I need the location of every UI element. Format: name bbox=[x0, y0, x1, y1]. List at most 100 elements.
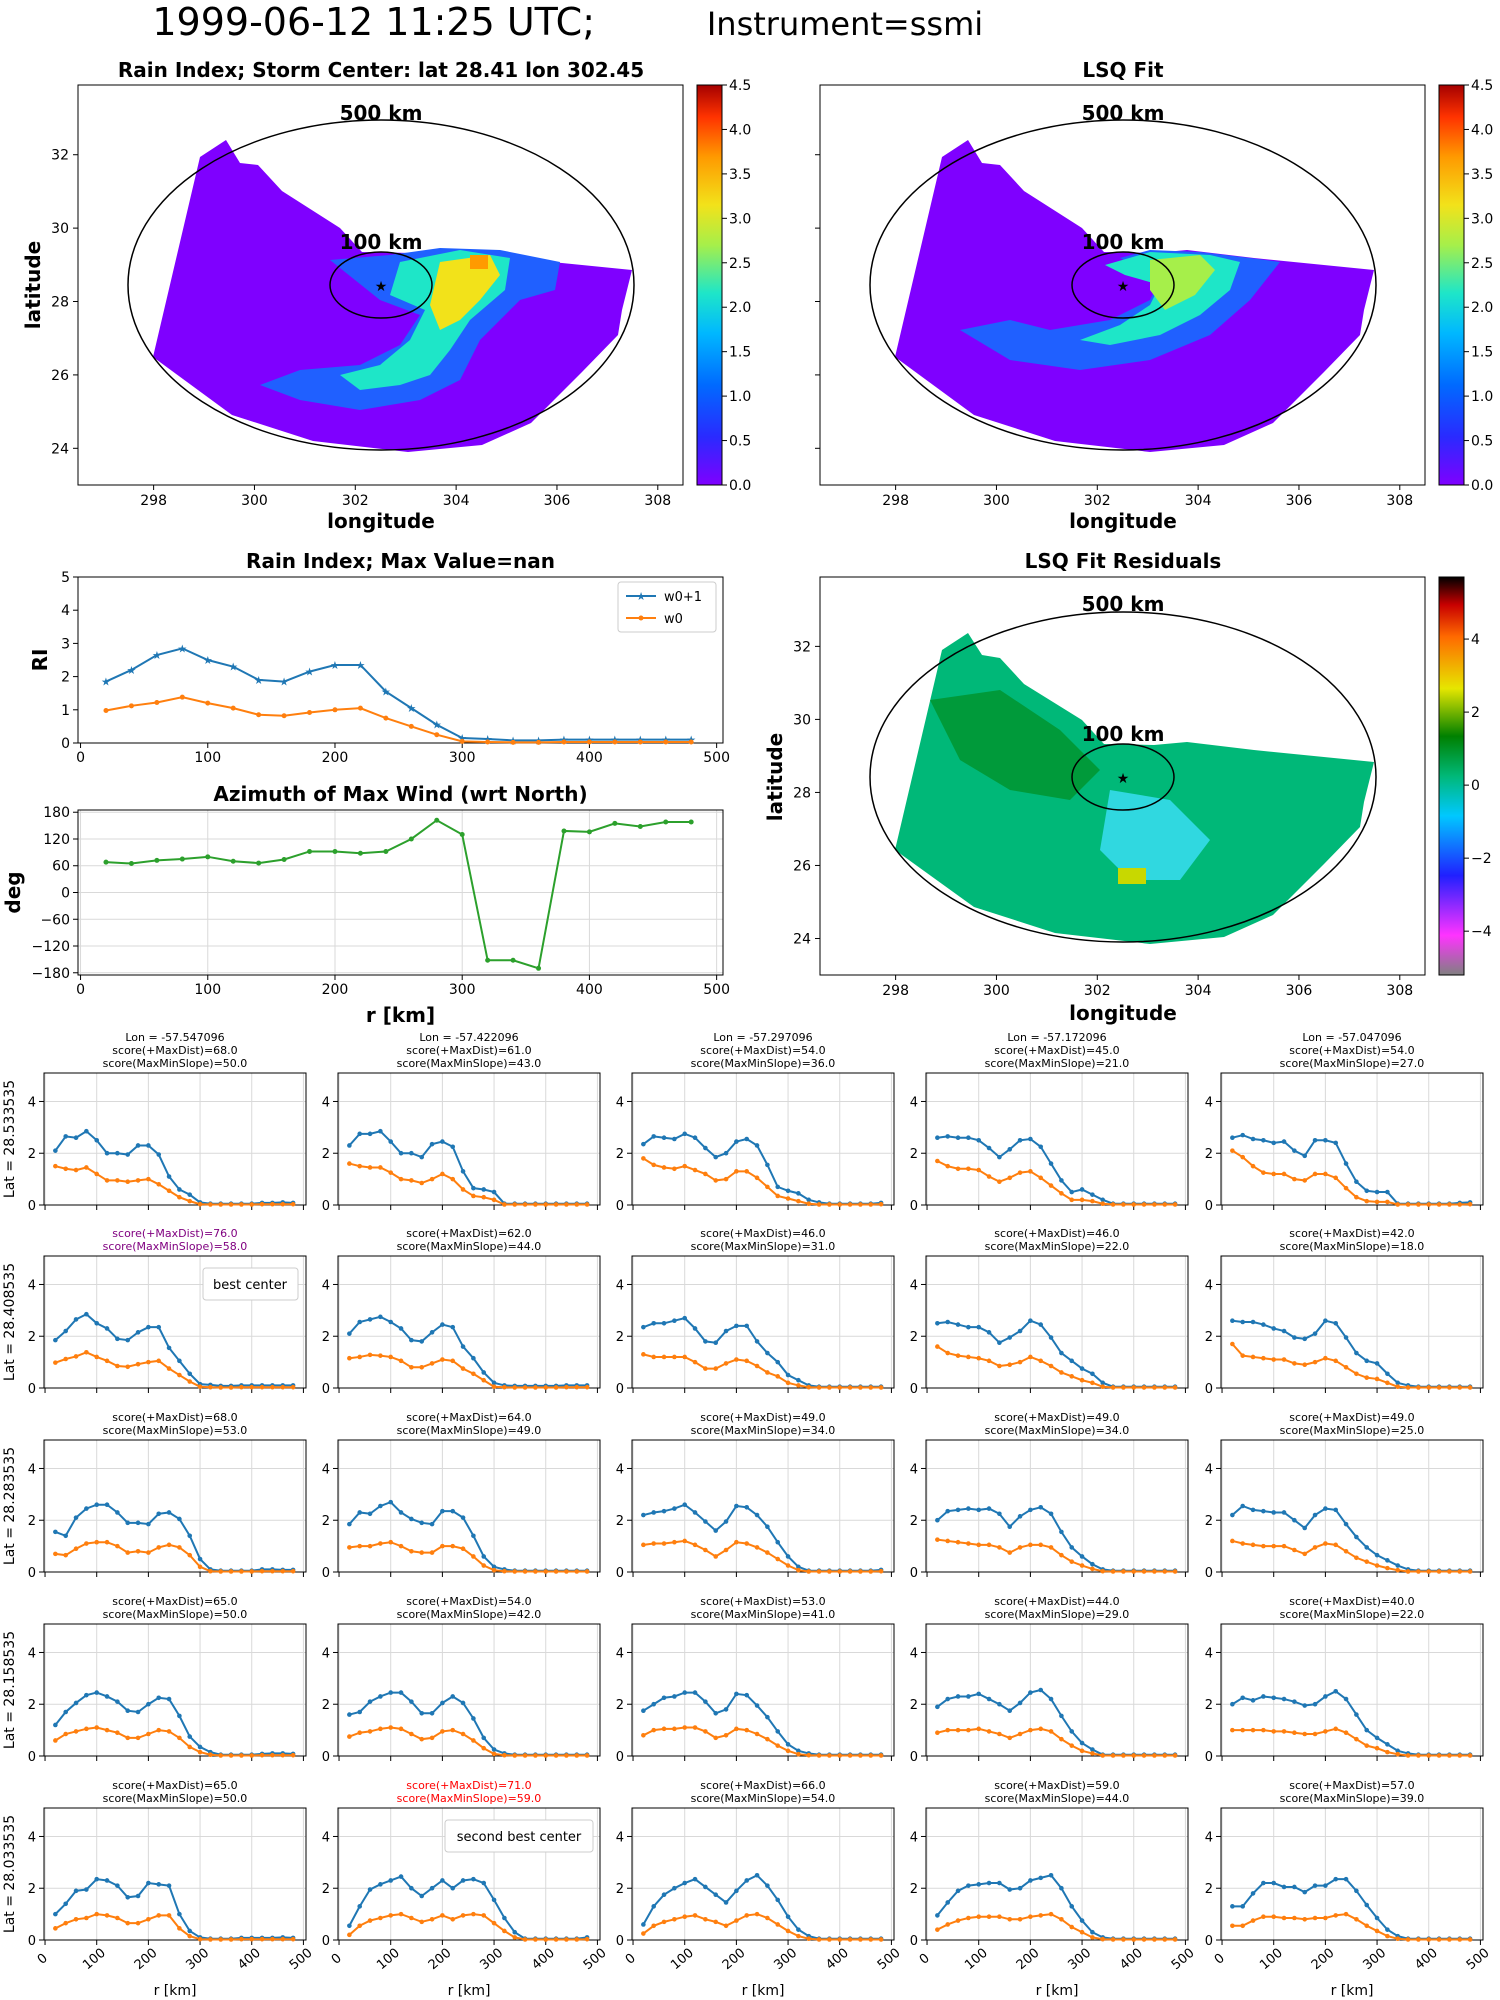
plot-frame bbox=[925, 1072, 1189, 1206]
data-point bbox=[1121, 1753, 1126, 1758]
data-point bbox=[1354, 1194, 1359, 1200]
data-point bbox=[218, 1937, 224, 1942]
data-point bbox=[1250, 1727, 1256, 1733]
data-point bbox=[1457, 1937, 1463, 1942]
plot-frame bbox=[337, 1807, 601, 1941]
panel-score-maxdist: score(+MaxDist)=54.0 bbox=[1289, 1044, 1414, 1057]
data-point bbox=[357, 1730, 363, 1736]
data-point bbox=[388, 1499, 394, 1505]
data-point bbox=[997, 1511, 1002, 1517]
data-point bbox=[1131, 1753, 1137, 1758]
data-point bbox=[785, 1928, 791, 1934]
lat-tick-label: 32 bbox=[793, 639, 811, 655]
data-point bbox=[357, 1923, 363, 1929]
rain-ring-500km bbox=[127, 119, 635, 451]
data-point bbox=[1343, 1364, 1349, 1370]
data-point bbox=[1007, 1887, 1013, 1892]
data-point bbox=[868, 1753, 874, 1758]
x-tick-label: 100 bbox=[1257, 1946, 1286, 1973]
panel-score-slope: score(MaxMinSlope)=22.0 bbox=[985, 1240, 1130, 1253]
data-point bbox=[259, 1201, 265, 1207]
y-tick-label: 2 bbox=[616, 1330, 624, 1345]
data-point bbox=[460, 1731, 466, 1737]
data-point bbox=[218, 1202, 224, 1207]
data-point bbox=[388, 1878, 394, 1883]
data-point bbox=[661, 1320, 667, 1326]
panel-r0-c2: 0 2 4 Lon = -57.297096score(+MaxDist)=54.0s… bbox=[616, 1031, 895, 1214]
data-point bbox=[533, 1937, 538, 1942]
data-point bbox=[682, 1690, 688, 1695]
data-point bbox=[280, 1384, 286, 1390]
data-point bbox=[672, 1506, 677, 1511]
data-point bbox=[986, 1542, 992, 1548]
data-point bbox=[1323, 1729, 1328, 1734]
data-point bbox=[1017, 1731, 1023, 1737]
data-point bbox=[1069, 1197, 1075, 1203]
resid-green-patch bbox=[930, 690, 1100, 800]
panel-score-slope: score(MaxMinSlope)=59.0 bbox=[397, 1792, 542, 1805]
x-tick-label: 400 bbox=[529, 1946, 558, 1973]
data-point bbox=[1250, 1918, 1256, 1923]
colorbar-tick-label: 2.0 bbox=[729, 300, 751, 316]
data-point bbox=[796, 1383, 801, 1388]
x-tick-label: 0 bbox=[917, 1951, 933, 1968]
y-tick-label: 2 bbox=[910, 1514, 918, 1529]
panel-score-maxdist: score(+MaxDist)=59.0 bbox=[994, 1779, 1119, 1792]
y-tick-label: 0 bbox=[616, 1750, 624, 1765]
panel-score-slope: score(MaxMinSlope)=22.0 bbox=[1280, 1608, 1425, 1621]
data-point bbox=[847, 1385, 853, 1390]
data-point bbox=[1354, 1371, 1359, 1377]
data-point bbox=[682, 1315, 688, 1321]
data-point bbox=[460, 1878, 466, 1883]
panel-lat-label: Lat = 28.283535 bbox=[2, 1447, 18, 1565]
data-point bbox=[858, 1385, 863, 1390]
plot-area bbox=[1221, 1808, 1483, 1940]
data-point bbox=[734, 1323, 739, 1329]
data-point bbox=[197, 1936, 203, 1942]
data-point bbox=[1038, 1726, 1044, 1732]
data-point bbox=[986, 1174, 992, 1179]
x-tick-label: 300 bbox=[477, 1946, 506, 1973]
x-tick-label: 200 bbox=[1309, 1946, 1338, 1973]
rain-map-frame bbox=[77, 84, 684, 486]
data-point bbox=[135, 1143, 141, 1148]
data-point bbox=[651, 1923, 657, 1929]
data-point bbox=[785, 1196, 791, 1201]
data-point bbox=[1385, 1749, 1390, 1755]
data-point bbox=[1312, 1545, 1318, 1550]
data-point bbox=[692, 1725, 698, 1730]
data-point bbox=[955, 1507, 961, 1513]
panel-score-maxdist: score(+MaxDist)=46.0 bbox=[994, 1227, 1119, 1240]
data-point bbox=[177, 1911, 182, 1917]
data-point bbox=[561, 828, 567, 834]
data-point bbox=[104, 1178, 110, 1183]
data-point bbox=[1261, 1914, 1266, 1920]
data-point bbox=[1079, 1740, 1085, 1746]
lon-tick-label: 304 bbox=[1185, 983, 1212, 999]
data-point bbox=[440, 1729, 445, 1734]
data-point: ★ bbox=[101, 676, 111, 689]
data-point bbox=[1048, 1872, 1054, 1878]
data-point bbox=[564, 1384, 569, 1390]
data-point bbox=[125, 1337, 131, 1343]
data-point bbox=[1333, 1688, 1339, 1694]
data-point bbox=[775, 1729, 781, 1734]
data-point bbox=[398, 1543, 404, 1549]
data-point bbox=[584, 1569, 590, 1574]
data-point bbox=[177, 1713, 182, 1719]
data-point bbox=[94, 1502, 100, 1508]
lon-tick-label: 304 bbox=[443, 493, 470, 509]
x-tick-label: 400 bbox=[576, 750, 603, 766]
data-point bbox=[1323, 1506, 1328, 1511]
data-point bbox=[1028, 1354, 1033, 1360]
data-point bbox=[208, 1752, 213, 1758]
data-point bbox=[218, 1385, 224, 1390]
plot-area bbox=[338, 1256, 600, 1388]
data-point bbox=[661, 1695, 667, 1701]
x-tick-label: 200 bbox=[322, 982, 349, 998]
panel-score-maxdist: score(+MaxDist)=61.0 bbox=[406, 1044, 531, 1057]
panel-xlabel: r [km] bbox=[1036, 1983, 1079, 1999]
data-point bbox=[976, 1167, 982, 1173]
data-point bbox=[878, 1201, 884, 1207]
data-point bbox=[986, 1696, 992, 1702]
